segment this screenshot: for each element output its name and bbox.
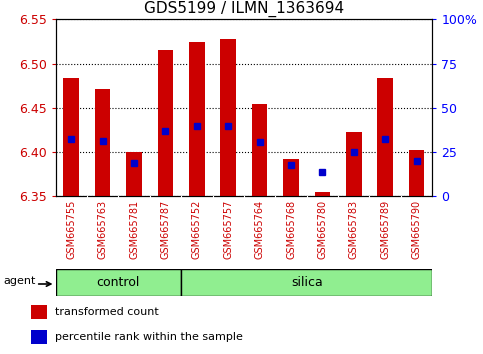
Text: transformed count: transformed count bbox=[56, 307, 159, 317]
Text: GSM665764: GSM665764 bbox=[255, 200, 265, 259]
Bar bbox=[56, 269, 181, 296]
Text: percentile rank within the sample: percentile rank within the sample bbox=[56, 332, 243, 342]
Bar bbox=[409, 150, 425, 196]
Bar bbox=[181, 269, 432, 296]
Bar bbox=[95, 89, 111, 196]
Text: silica: silica bbox=[291, 276, 323, 289]
Bar bbox=[126, 152, 142, 196]
Bar bbox=[157, 50, 173, 196]
Text: GSM665752: GSM665752 bbox=[192, 200, 202, 259]
Bar bbox=[314, 192, 330, 196]
Bar bbox=[31, 305, 47, 319]
Text: GSM665768: GSM665768 bbox=[286, 200, 296, 259]
Text: control: control bbox=[97, 276, 140, 289]
Title: GDS5199 / ILMN_1363694: GDS5199 / ILMN_1363694 bbox=[144, 0, 344, 17]
Text: GSM665789: GSM665789 bbox=[380, 200, 390, 259]
Bar bbox=[63, 78, 79, 196]
Bar bbox=[377, 78, 393, 196]
Text: GSM665763: GSM665763 bbox=[98, 200, 108, 259]
Text: GSM665790: GSM665790 bbox=[412, 200, 422, 259]
Text: GSM665757: GSM665757 bbox=[223, 200, 233, 259]
Text: GSM665787: GSM665787 bbox=[160, 200, 170, 259]
Text: GSM665781: GSM665781 bbox=[129, 200, 139, 259]
Text: GSM665755: GSM665755 bbox=[66, 200, 76, 259]
Bar bbox=[346, 132, 362, 196]
Bar bbox=[220, 39, 236, 196]
Bar bbox=[31, 330, 47, 344]
Bar bbox=[283, 159, 299, 196]
Text: GSM665780: GSM665780 bbox=[317, 200, 327, 259]
Text: GSM665783: GSM665783 bbox=[349, 200, 359, 259]
Bar bbox=[252, 104, 268, 196]
Text: agent: agent bbox=[3, 276, 36, 286]
Bar bbox=[189, 42, 205, 196]
